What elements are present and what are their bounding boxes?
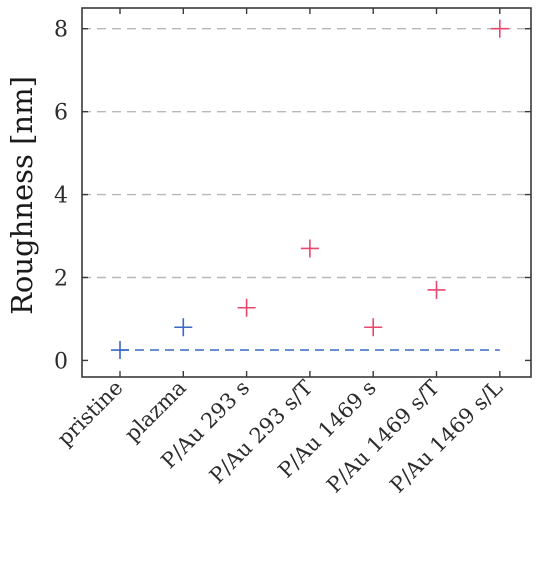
grid-lines xyxy=(82,28,531,279)
plot-frame xyxy=(81,7,532,378)
y-tick-label: 8 xyxy=(54,18,68,43)
y-tick-label: 6 xyxy=(54,101,68,126)
data-point xyxy=(111,341,129,360)
y-tick-label: 4 xyxy=(54,184,68,209)
x-tick-label: P/Au 1469 s/L xyxy=(385,376,507,498)
data-point xyxy=(300,239,319,258)
data-point xyxy=(237,298,256,317)
data-markers xyxy=(111,19,509,360)
x-tick-label: P/Au 1469 s/T xyxy=(322,376,444,498)
y-tick-label: 0 xyxy=(54,349,68,374)
data-point xyxy=(364,318,383,337)
data-point xyxy=(490,19,509,38)
y-axis-label: Roughness [nm] xyxy=(5,76,39,315)
data-point xyxy=(427,280,446,299)
x-tick-label: pristine xyxy=(53,376,128,451)
y-axis-label-group: Roughness [nm] xyxy=(5,76,39,315)
data-point xyxy=(174,318,193,337)
y-tick-label: 2 xyxy=(54,266,68,291)
